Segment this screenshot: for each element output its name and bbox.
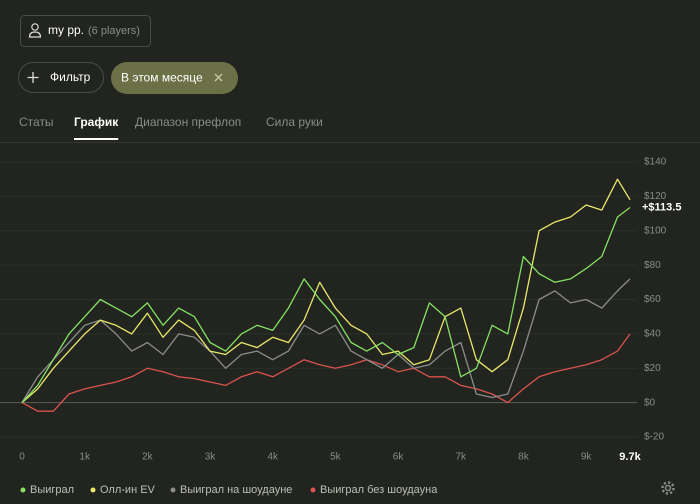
series-line xyxy=(21,278,631,403)
x-tick-label: 7k xyxy=(455,452,467,463)
y-tick-label: $0 xyxy=(644,397,656,408)
chip-close[interactable] xyxy=(214,73,223,82)
x-tick-label: 1k xyxy=(79,452,91,463)
tab[interactable]: График xyxy=(74,115,119,129)
legend-label: Олл-ин EV xyxy=(100,484,156,496)
y-tick-label: $120 xyxy=(644,191,667,202)
legend-dot xyxy=(20,487,26,493)
x-tick-label: 9k xyxy=(581,452,593,463)
filter-chip[interactable] xyxy=(111,62,238,94)
filter-label: Фильтр xyxy=(50,70,91,84)
end-annotation: +$113.5 xyxy=(642,201,681,213)
legend-dot xyxy=(310,487,316,493)
x-tick-label: 2k xyxy=(142,452,154,463)
player-count: (6 players) xyxy=(88,25,140,37)
x-tick-label: 9.7k xyxy=(619,451,641,463)
series-line xyxy=(21,333,631,412)
user-icon xyxy=(28,23,42,38)
player-name: my pp. xyxy=(48,23,84,37)
x-tick-label: 8k xyxy=(518,452,530,463)
chip-label: В этом месяце xyxy=(121,71,203,85)
x-tick-label: 3k xyxy=(205,452,217,463)
tab[interactable]: Сила руки xyxy=(266,115,323,129)
legend-label: Выиграл xyxy=(30,484,74,496)
filter-button[interactable] xyxy=(18,62,104,93)
tab[interactable]: Диапазон префлоп xyxy=(135,115,241,129)
legend-dot xyxy=(90,487,96,493)
x-tick-label: 5k xyxy=(330,452,342,463)
series-line xyxy=(21,206,631,404)
y-tick-label: $-20 xyxy=(644,432,664,443)
series-line xyxy=(21,178,631,404)
legend-dot xyxy=(170,487,176,493)
y-tick-label: $60 xyxy=(644,294,661,305)
tab-underline xyxy=(74,138,119,140)
y-tick-label: $20 xyxy=(644,363,661,374)
legend-label: Выиграл на шоудауне xyxy=(180,484,292,496)
plus-icon xyxy=(27,72,39,83)
y-tick-label: $40 xyxy=(644,329,661,340)
legend-label: Выиграл без шоудауна xyxy=(320,484,438,496)
y-tick-label: $80 xyxy=(644,260,661,271)
x-tick-label: 0 xyxy=(19,452,25,463)
y-tick-label: $140 xyxy=(644,157,667,168)
settings-icon[interactable] xyxy=(661,481,675,495)
x-tick-label: 4k xyxy=(267,452,279,463)
x-tick-label: 6k xyxy=(393,452,405,463)
tab[interactable]: Статы xyxy=(19,115,54,129)
player-button[interactable] xyxy=(20,15,151,47)
y-tick-label: $100 xyxy=(644,225,667,236)
